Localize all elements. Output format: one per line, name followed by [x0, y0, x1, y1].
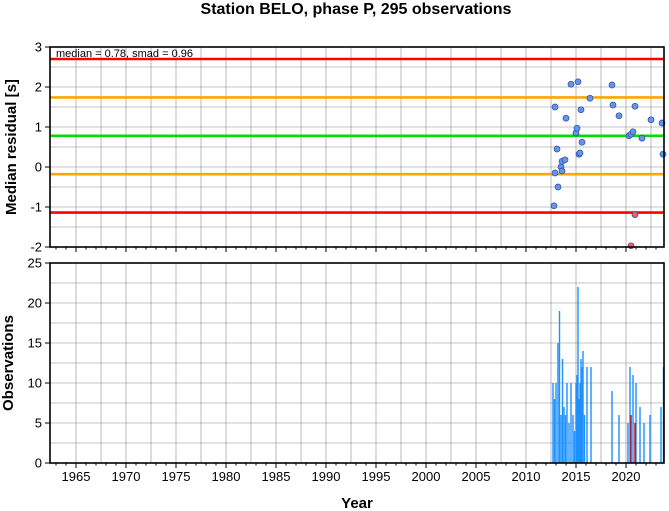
residual-point — [561, 156, 569, 164]
x-tick-label: 2015 — [562, 469, 591, 484]
chart-title: Station BELO, phase P, 295 observations — [201, 1, 512, 18]
observation-bar — [629, 367, 631, 463]
y-tick-label: 1 — [35, 120, 42, 135]
residual-point — [638, 134, 646, 142]
residual-point — [609, 101, 617, 109]
y-tick-label: 2 — [35, 80, 42, 95]
observation-bar — [630, 415, 632, 463]
observation-bar — [643, 423, 645, 463]
observation-bar — [627, 423, 629, 463]
observation-bar — [586, 367, 588, 463]
x-tick-label: 1965 — [62, 469, 91, 484]
residual-panel-frame — [49, 46, 665, 248]
observation-bar — [563, 407, 565, 463]
y-tick-label: -1 — [30, 200, 42, 215]
x-tick-label: 2010 — [512, 469, 541, 484]
observation-bar — [581, 367, 583, 463]
observation-bar — [590, 367, 592, 463]
residual-point — [615, 112, 623, 120]
residual-point — [577, 106, 585, 114]
observation-bar — [578, 399, 580, 463]
x-tick-label: 1970 — [112, 469, 141, 484]
y-tick-label: 3 — [35, 40, 42, 55]
observation-bar — [568, 423, 570, 463]
median-smad-annotation: median = 0.78, smad = 0.96 — [56, 48, 193, 60]
residual-y-axis-label: Median residual [s] — [3, 79, 20, 215]
residual-point — [558, 167, 566, 175]
observation-bar — [660, 407, 662, 463]
residual-panel: -2 -1 0 1 2 3 median = 0.78, smad = 0.96 Medi… — [3, 40, 667, 255]
y-tick-label: -2 — [30, 240, 42, 255]
residual-point — [574, 78, 582, 86]
observation-bar — [561, 359, 564, 463]
observation-bar — [576, 375, 578, 463]
x-tick-label: 1980 — [212, 469, 241, 484]
residual-point — [647, 116, 655, 124]
residual-point — [576, 149, 584, 157]
observation-bar — [579, 383, 581, 463]
x-tick-label: 2000 — [412, 469, 441, 484]
observation-bar — [572, 415, 574, 463]
observation-bar — [634, 423, 636, 463]
residual-point — [578, 138, 586, 146]
y-tick-label: 25 — [28, 256, 42, 271]
y-tick-label: 20 — [28, 296, 42, 311]
y-tick-label: 0 — [35, 456, 42, 471]
x-tick-label: 2020 — [612, 469, 641, 484]
observation-bar — [639, 407, 641, 463]
observation-bar — [560, 415, 562, 463]
residual-point — [629, 128, 637, 136]
observation-bar — [555, 383, 557, 463]
x-tick-label: 1975 — [162, 469, 191, 484]
residual-point — [550, 202, 558, 210]
residual-point — [573, 124, 581, 132]
residual-point — [586, 94, 594, 102]
x-tick-label: 1990 — [312, 469, 341, 484]
observations-y-axis-label: Observations — [0, 315, 17, 411]
observation-bar — [566, 383, 568, 463]
observations-panel-frame — [49, 262, 665, 464]
residual-point — [631, 211, 639, 218]
residual-point — [627, 242, 635, 250]
observation-bar — [611, 391, 613, 463]
observation-bar — [557, 343, 559, 463]
y-tick-label: 15 — [28, 336, 42, 351]
observations-panel: 1965 1970 1975 1980 1985 1990 1995 2000 2005 2010… — [0, 256, 665, 511]
observation-bar — [635, 383, 637, 463]
observation-bar — [618, 415, 620, 463]
observation-bar — [582, 351, 584, 463]
observation-bar — [577, 287, 579, 463]
observation-bar — [580, 359, 582, 463]
observation-bar — [632, 375, 634, 463]
y-tick-label: 0 — [35, 160, 42, 175]
observation-bar — [552, 383, 554, 463]
residual-point — [553, 145, 561, 153]
residual-point — [659, 150, 667, 158]
x-tick-label: 1985 — [262, 469, 291, 484]
observation-bar — [564, 415, 567, 463]
observation-bar — [583, 415, 586, 463]
x-axis-label: Year — [341, 495, 373, 511]
residual-point — [608, 81, 616, 89]
residual-point — [551, 169, 559, 177]
observation-bar — [558, 311, 561, 463]
residual-point — [567, 80, 575, 88]
observation-bar — [553, 399, 556, 463]
x-tick-label: 2005 — [462, 469, 491, 484]
y-tick-label: 5 — [35, 416, 42, 431]
y-tick-label: 10 — [28, 376, 42, 391]
residual-point — [554, 183, 562, 191]
residual-point — [551, 103, 559, 111]
residual-point — [631, 102, 639, 110]
observation-bar — [573, 431, 576, 463]
x-tick-label: 1995 — [362, 469, 391, 484]
residual-point — [562, 114, 570, 122]
observation-bar — [570, 383, 572, 463]
observation-bar — [575, 383, 577, 463]
observation-bar — [649, 415, 651, 463]
